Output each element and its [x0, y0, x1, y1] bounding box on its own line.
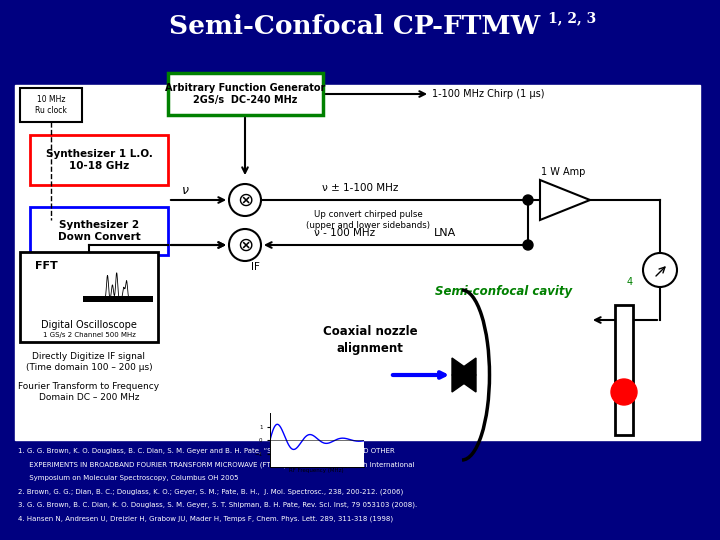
Text: Symposium on Molecular Spectroscopy, Columbus OH 2005: Symposium on Molecular Spectroscopy, Col…: [18, 475, 238, 481]
Text: 1. G. G. Brown, K. O. Douglass, B. C. Dian, S. M. Geyer and B. H. Pate, “SEMI-CO: 1. G. G. Brown, K. O. Douglass, B. C. Di…: [18, 448, 395, 454]
Text: ⊗: ⊗: [237, 191, 253, 210]
Text: Directly Digitize IF signal
(Time domain 100 – 200 μs): Directly Digitize IF signal (Time domain…: [26, 352, 153, 373]
Bar: [83, 296, 153, 303]
X-axis label: RF Frequency (MHz): RF Frequency (MHz): [289, 469, 344, 474]
Text: Digital Oscilloscope: Digital Oscilloscope: [41, 320, 137, 330]
Circle shape: [643, 253, 677, 287]
Text: IF: IF: [251, 262, 260, 272]
Text: EXPERIMENTS IN BROADBAND FOURIER TRANSFORM MICROWAVE (FTMW) SPECTROSCOPY”, 60th : EXPERIMENTS IN BROADBAND FOURIER TRANSFO…: [18, 462, 415, 468]
Text: ⊗: ⊗: [237, 235, 253, 254]
Circle shape: [229, 184, 261, 216]
Circle shape: [523, 240, 533, 250]
Bar: [20, 88, 82, 122]
Text: ν ± 1-100 MHz: ν ± 1-100 MHz: [322, 183, 398, 193]
Text: Synthesizer 2
Down Convert: Synthesizer 2 Down Convert: [58, 220, 140, 242]
Polygon shape: [452, 358, 476, 392]
Circle shape: [229, 229, 261, 261]
Text: ν: ν: [181, 184, 189, 197]
Bar: [20, 252, 158, 342]
Text: Semi-Confocal CP-FTMW: Semi-Confocal CP-FTMW: [169, 15, 541, 39]
Text: 4: 4: [627, 277, 633, 287]
Bar: [168, 73, 323, 115]
Text: Fourier Transform to Frequency
Domain DC – 200 MHz: Fourier Transform to Frequency Domain DC…: [19, 382, 160, 402]
Polygon shape: [540, 180, 590, 220]
Text: Coaxial nozzle
alignment: Coaxial nozzle alignment: [323, 325, 418, 355]
Bar: [15, 85, 700, 440]
Bar: [30, 135, 168, 185]
Text: 2. Brown, G. G.; Dian, B. C.; Douglass, K. O.; Geyer, S. M.; Pate, B. H.,  J. Mo: 2. Brown, G. G.; Dian, B. C.; Douglass, …: [18, 489, 403, 495]
Bar: [30, 207, 168, 255]
Text: Arbitrary Function Generator
2GS/s  DC-240 MHz: Arbitrary Function Generator 2GS/s DC-24…: [165, 83, 325, 105]
Text: 3. G. G. Brown, B. C. Dian, K. O. Douglass, S. M. Geyer, S. T. Shipman, B. H. Pa: 3. G. G. Brown, B. C. Dian, K. O. Dougla…: [18, 502, 418, 509]
Text: 4. Hansen N, Andresen U, Dreizler H, Grabow JU, Mader H, Temps F, Chem. Phys. Le: 4. Hansen N, Andresen U, Dreizler H, Gra…: [18, 516, 393, 522]
Text: 1 W Amp: 1 W Amp: [541, 167, 585, 177]
Text: Synthesizer 1 L.O.
10-18 GHz: Synthesizer 1 L.O. 10-18 GHz: [45, 149, 153, 171]
Circle shape: [611, 379, 637, 405]
Text: LNA: LNA: [434, 228, 456, 238]
Text: 1, 2, 3: 1, 2, 3: [548, 11, 596, 25]
Text: Up convert chirped pulse
(upper and lower sidebands): Up convert chirped pulse (upper and lowe…: [306, 210, 430, 230]
Text: Semi-confocal cavity: Semi-confocal cavity: [435, 286, 572, 299]
Polygon shape: [452, 358, 476, 392]
Bar: [615, 305, 633, 435]
Text: 10 MHz
Ru clock: 10 MHz Ru clock: [35, 95, 67, 115]
Text: FFT: FFT: [35, 261, 58, 271]
Circle shape: [523, 195, 533, 205]
Text: ν - 100 MHz: ν - 100 MHz: [315, 228, 376, 238]
Text: 1 GS/s 2 Channel 500 MHz: 1 GS/s 2 Channel 500 MHz: [42, 332, 135, 338]
Text: 1-100 MHz Chirp (1 μs): 1-100 MHz Chirp (1 μs): [432, 89, 544, 99]
